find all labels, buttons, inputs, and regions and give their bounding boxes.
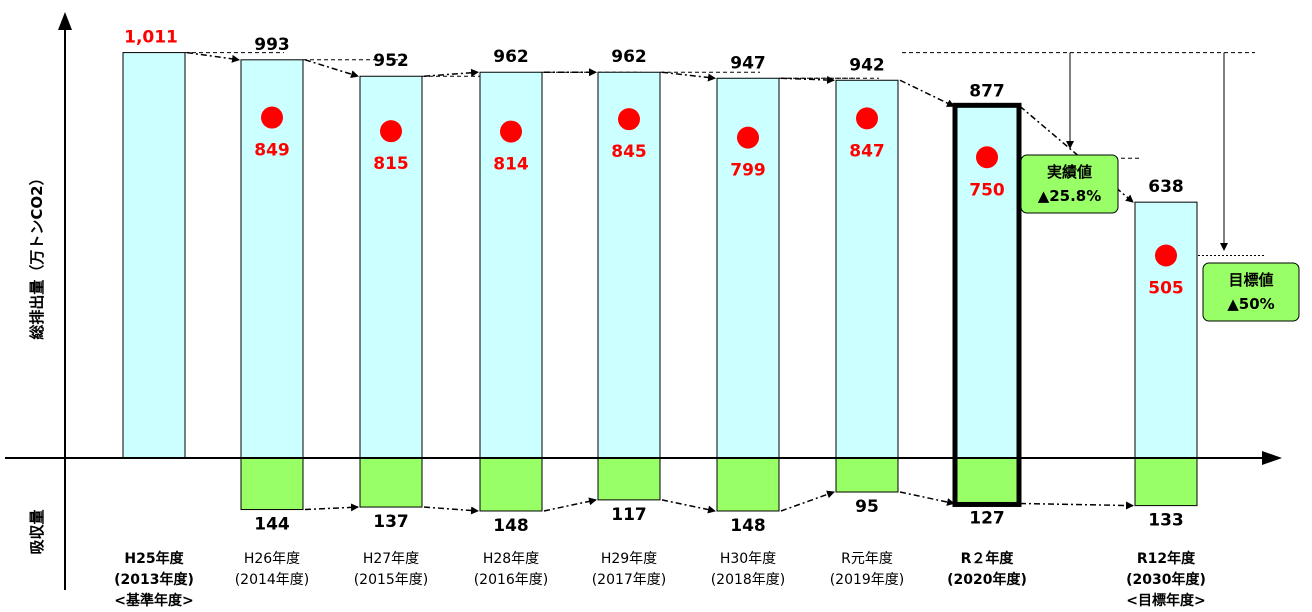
emission-value-label: 1,011 — [124, 28, 178, 48]
category-label: (2020年度) — [947, 571, 1027, 588]
net-emission-point — [618, 108, 640, 131]
category-label: H29年度 — [601, 551, 657, 567]
absorption-value-label: 137 — [373, 512, 409, 532]
emission-bar — [122, 52, 186, 459]
category-label: (2019年度) — [830, 572, 905, 588]
category-label: (2015年度) — [354, 572, 429, 588]
absorption-bar — [479, 457, 543, 512]
category-label: (2013年度) — [114, 571, 194, 588]
category-label: R２年度 — [961, 550, 1015, 567]
absorption-bar — [359, 457, 423, 508]
net-value-label: 845 — [611, 142, 647, 162]
net-emission-point — [261, 106, 283, 129]
absorption-trend-arrow — [1019, 501, 1134, 510]
absorption-bar — [1134, 457, 1198, 507]
category-label: R12年度 — [1137, 550, 1196, 567]
net-emission-point — [976, 146, 998, 169]
emission-trend-arrow — [423, 68, 479, 77]
category-label: (2016年度) — [474, 572, 549, 588]
y-axis-arrow — [58, 12, 72, 30]
highlight-frame — [952, 102, 1022, 507]
emission-trend-arrow — [304, 59, 359, 78]
x-axis-arrow — [1262, 451, 1282, 465]
absorption-bar — [240, 457, 304, 511]
emission-value-label: 962 — [611, 47, 647, 67]
absorption-value-label: 127 — [969, 508, 1005, 528]
callout-value: ▲50% — [1227, 295, 1274, 313]
net-value-label: 849 — [254, 141, 290, 161]
net-emission-point — [856, 107, 878, 130]
absorption-trend-arrow — [423, 506, 479, 515]
y-axis-label: 総排出量（万トンCO2） — [28, 170, 46, 339]
emission-value-label: 638 — [1148, 177, 1184, 197]
absorption-bar — [955, 457, 1019, 504]
category-label: (2014年度) — [235, 572, 310, 588]
absorption-value-label: 117 — [611, 505, 647, 525]
absorption-trend-arrow — [899, 491, 955, 506]
absorption-value-label: 95 — [855, 497, 879, 517]
category-label: (2017年度) — [592, 572, 667, 588]
emission-value-label: 952 — [373, 51, 409, 71]
emission-trend-arrow — [899, 79, 955, 107]
category-label: H27年度 — [363, 551, 419, 567]
net-value-label: 750 — [969, 180, 1005, 200]
absorption-value-label: 133 — [1148, 511, 1184, 531]
net-emission-point — [500, 120, 522, 143]
absorption-value-label: 148 — [493, 516, 529, 536]
absorption-bar — [835, 457, 899, 493]
absorption-trend-arrow — [304, 503, 359, 512]
emission-value-label: 942 — [849, 55, 885, 75]
absorption-trend-arrow — [661, 499, 716, 514]
absorption-axis-label: 吸収量 — [28, 509, 46, 554]
absorption-trend-arrow — [780, 490, 835, 512]
callout-value: ▲25.8% — [1038, 187, 1102, 205]
emission-trend-arrow — [1019, 105, 1134, 203]
absorption-trend-arrow — [543, 497, 597, 512]
category-label: (2030年度) — [1126, 571, 1206, 588]
net-value-label: 505 — [1148, 278, 1184, 298]
net-value-label: 847 — [849, 141, 885, 161]
emission-trend-arrow — [186, 51, 240, 63]
net-emission-point — [737, 126, 759, 149]
emission-value-label: 947 — [730, 53, 766, 73]
emission-bar — [1134, 201, 1198, 459]
callout-title: 実績値 — [1047, 163, 1092, 181]
category-label: <目標年度> — [1126, 592, 1205, 609]
emission-value-label: 993 — [254, 35, 290, 55]
absorption-value-label: 144 — [254, 515, 290, 535]
category-label: H28年度 — [483, 551, 539, 567]
callout-box — [1202, 262, 1300, 322]
net-value-label: 815 — [373, 154, 409, 174]
emission-bar — [835, 79, 899, 459]
net-value-label: 814 — [493, 155, 529, 175]
absorption-bar — [716, 457, 780, 512]
category-label: R元年度 — [841, 551, 893, 567]
category-label: H26年度 — [244, 551, 300, 567]
emission-trend-arrow — [661, 71, 716, 82]
absorption-value-label: 148 — [730, 516, 766, 536]
category-label: H25年度 — [124, 550, 184, 567]
net-emission-point — [1155, 244, 1177, 267]
emission-trend-arrow — [780, 75, 835, 84]
category-label: H30年度 — [720, 551, 776, 567]
net-value-label: 799 — [730, 161, 766, 181]
absorption-bar — [597, 457, 661, 501]
category-label: (2018年度) — [711, 572, 786, 588]
callout-title: 目標値 — [1228, 271, 1273, 289]
callout-box — [1020, 154, 1119, 214]
net-emission-point — [380, 120, 402, 143]
category-label: <基準年度> — [114, 592, 193, 609]
emission-value-label: 962 — [493, 47, 529, 67]
emission-value-label: 877 — [969, 81, 1005, 101]
